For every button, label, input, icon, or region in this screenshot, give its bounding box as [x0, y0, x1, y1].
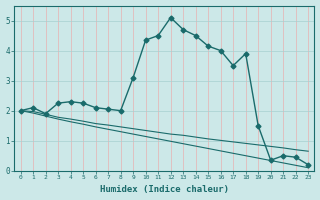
- X-axis label: Humidex (Indice chaleur): Humidex (Indice chaleur): [100, 185, 229, 194]
